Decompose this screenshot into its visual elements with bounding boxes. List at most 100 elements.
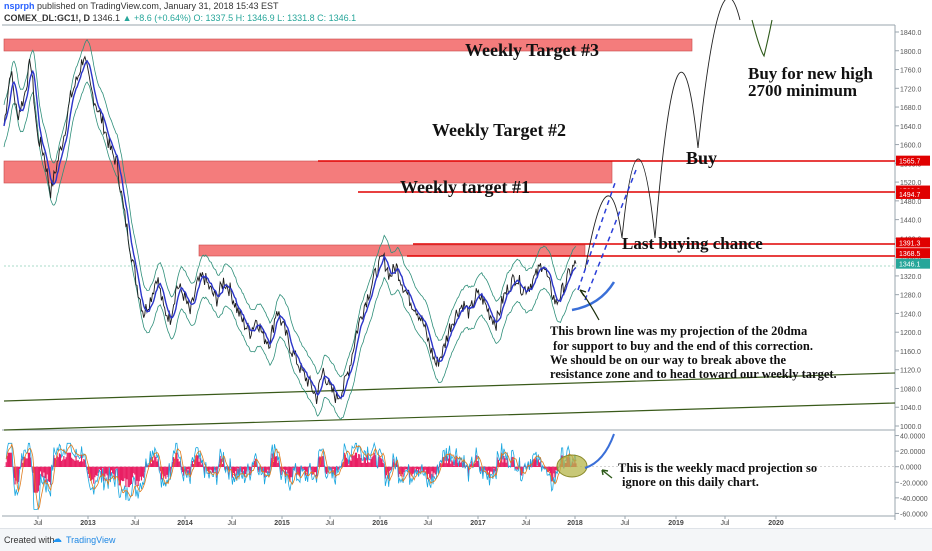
- zone-resistance[interactable]: [199, 245, 585, 256]
- macd-histogram-bar: [406, 467, 407, 470]
- y-tick-label: 1000.0: [900, 424, 922, 431]
- macd-histogram-bar: [123, 467, 124, 481]
- ma-projection-curve[interactable]: [572, 282, 614, 310]
- macd-histogram-bar: [389, 467, 390, 471]
- macd-histogram-bar: [63, 456, 64, 467]
- y-tick-label: 1440.0: [900, 218, 922, 225]
- macd-histogram-bar: [6, 462, 7, 467]
- macd-histogram-bar: [428, 467, 429, 474]
- y-tick-label: 1120.0: [900, 368, 921, 375]
- macd-histogram-bar: [265, 467, 266, 473]
- macd-histogram-bar: [374, 453, 375, 467]
- macd-histogram-bar: [104, 467, 105, 477]
- x-tick-label: 2014: [177, 520, 193, 527]
- macd-histogram-bar: [72, 459, 73, 467]
- macd-histogram-bar: [160, 467, 161, 472]
- macd-histogram-bar: [504, 458, 505, 467]
- macd-histogram-bar: [304, 467, 305, 470]
- macd-histogram-bar: [267, 467, 268, 470]
- macd-histogram-bar: [154, 455, 155, 467]
- macd-histogram-bar: [70, 453, 71, 467]
- macd-histogram-bar: [49, 467, 50, 482]
- macd-histogram-bar: [379, 456, 380, 467]
- chart-canvas[interactable]: Weekly Target #3 Weekly Target #2 Weekly…: [0, 0, 932, 528]
- macd-histogram-bar: [156, 461, 157, 467]
- macd-histogram-bar: [155, 457, 156, 467]
- macd-histogram-bar: [291, 467, 292, 477]
- x-tick-label: Jul: [522, 520, 531, 527]
- macd-histogram-bar: [28, 453, 29, 467]
- x-tick-label: 2016: [372, 520, 388, 527]
- macd-histogram-bar: [105, 467, 106, 474]
- macd-histogram-bar: [111, 467, 112, 471]
- macd-histogram-bar: [140, 467, 141, 477]
- macd-histogram-bar: [58, 457, 59, 467]
- macd-histogram-bar: [333, 467, 334, 469]
- macd-histogram-bar: [276, 456, 277, 467]
- macd-histogram-bar: [415, 467, 416, 469]
- y-tick-label: 1040.0: [900, 405, 922, 412]
- note-line-3: We should be on our way to break above t…: [550, 353, 786, 367]
- macd-histogram-bar: [306, 467, 307, 472]
- projection-arc-4[interactable]: [698, 0, 740, 148]
- macd-histogram-bar: [82, 461, 83, 467]
- macd-layer: [4, 443, 895, 509]
- macd-projection-curve[interactable]: [585, 434, 614, 468]
- projection-arc-2[interactable]: [622, 159, 655, 238]
- macd-histogram-bar: [60, 454, 61, 467]
- macd-histogram-bar: [222, 464, 223, 467]
- macd-histogram-bar: [81, 455, 82, 467]
- price-label: 1391.3: [899, 240, 921, 247]
- macd-histogram-bar: [42, 467, 43, 478]
- price-axis-bg: [896, 25, 932, 520]
- macd-histogram-bar: [287, 467, 288, 474]
- macd-histogram-bar: [491, 467, 492, 472]
- macd-histogram-bar: [315, 467, 316, 472]
- label-weekly-target-2: Weekly Target #2: [432, 120, 566, 140]
- macd-histogram-bar: [201, 465, 202, 467]
- macd-histogram-bar: [553, 467, 554, 474]
- macd-histogram-bar: [503, 456, 504, 467]
- macd-histogram-bar: [380, 458, 381, 467]
- macd-histogram-bar: [357, 458, 358, 467]
- macd-histogram-bar: [68, 453, 69, 467]
- trendline-lower[interactable]: [4, 403, 895, 430]
- macd-histogram-bar: [470, 464, 471, 467]
- price-line: [4, 57, 576, 404]
- macd-histogram-bar: [419, 467, 420, 470]
- footer-brand[interactable]: TradingView: [66, 535, 116, 545]
- macd-histogram-bar: [130, 467, 131, 485]
- projection-arc-1[interactable]: [585, 196, 622, 270]
- macd-histogram-bar: [121, 467, 122, 481]
- macd-histogram-bar: [371, 457, 372, 467]
- price-label: 1565.7: [899, 159, 921, 166]
- macd-histogram-bar: [460, 463, 461, 467]
- macd-histogram-bar: [368, 462, 369, 467]
- macd-histogram-bar: [283, 467, 284, 469]
- macd-histogram-bar: [346, 458, 347, 467]
- macd-histogram-bar: [135, 467, 136, 485]
- macd-histogram-bar: [490, 467, 491, 472]
- macd-histogram-bar: [43, 467, 44, 473]
- macd-histogram-bar: [475, 463, 476, 467]
- macd-histogram-bar: [425, 467, 426, 470]
- macd-histogram-bar: [537, 466, 538, 467]
- macd-histogram-bar: [493, 467, 494, 469]
- macd-histogram-bar: [116, 467, 117, 469]
- macd-histogram-bar: [354, 455, 355, 467]
- x-tick-label: 2020: [768, 520, 784, 527]
- x-tick-label: Jul: [131, 520, 140, 527]
- macd-y-tick-label: 20.0000: [900, 449, 925, 456]
- macd-histogram-bar: [364, 457, 365, 467]
- macd-histogram-bar: [314, 467, 315, 473]
- macd-histogram-bar: [405, 467, 406, 470]
- price-series-layer: [4, 40, 576, 419]
- macd-histogram-bar: [99, 467, 100, 469]
- macd-histogram-bar: [92, 467, 93, 480]
- note-line-1: This brown line was my projection of the…: [550, 324, 808, 338]
- y-tick-label: 1160.0: [900, 349, 921, 356]
- macd-histogram-bar: [358, 454, 359, 467]
- macd-histogram-bar: [91, 467, 92, 481]
- macd-histogram-bar: [383, 463, 384, 467]
- macd-highlight-circle[interactable]: [557, 455, 587, 477]
